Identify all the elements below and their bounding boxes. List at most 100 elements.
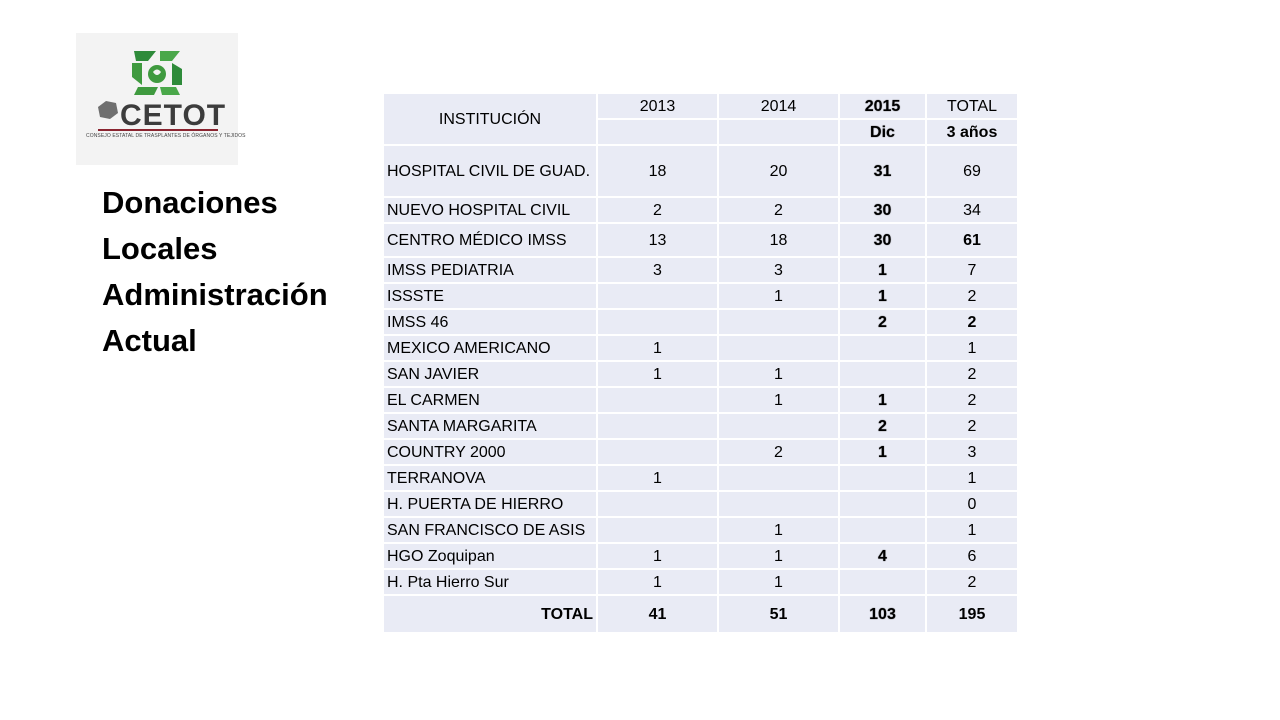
- header-2014: 2014: [717, 92, 840, 120]
- table-row: IMSS 46 2 2: [382, 308, 1019, 336]
- row-2015: [838, 516, 927, 544]
- row-2013: [596, 308, 719, 336]
- row-name: NUEVO HOSPITAL CIVIL: [382, 196, 598, 224]
- row-2015: 4: [838, 542, 927, 570]
- totals-2014: 51: [717, 594, 840, 634]
- totals-row: TOTAL 41 51 103 195: [382, 594, 1019, 634]
- row-2014: 20: [717, 144, 840, 198]
- row-2014: 1: [717, 360, 840, 388]
- row-name: H. Pta Hierro Sur: [382, 568, 598, 596]
- row-2013: [596, 438, 719, 466]
- table-row: HGO Zoquipan 1 1 4 6: [382, 542, 1019, 570]
- table-row: H. PUERTA DE HIERRO 0: [382, 490, 1019, 518]
- row-2015: 1: [838, 386, 927, 414]
- donations-table: INSTITUCIÓN 2013 2014 2015 TOTAL Dic 3 a…: [382, 92, 1019, 634]
- row-2015: [838, 334, 927, 362]
- row-2014: 1: [717, 516, 840, 544]
- row-total: 3: [925, 438, 1019, 466]
- row-name: ISSSTE: [382, 282, 598, 310]
- title-line-4: Actual: [102, 323, 197, 358]
- row-name: CENTRO MÉDICO IMSS: [382, 222, 598, 258]
- row-2014: [717, 334, 840, 362]
- row-2013: 2: [596, 196, 719, 224]
- row-2013: 13: [596, 222, 719, 258]
- totals-2013: 41: [596, 594, 719, 634]
- table-row: SANTA MARGARITA 2 2: [382, 412, 1019, 440]
- row-2015: [838, 464, 927, 492]
- row-2013: [596, 386, 719, 414]
- row-2014: 2: [717, 196, 840, 224]
- row-2013: 1: [596, 464, 719, 492]
- row-total: 0: [925, 490, 1019, 518]
- title-line-2: Locales: [102, 231, 218, 266]
- table-row: H. Pta Hierro Sur 1 1 2: [382, 568, 1019, 596]
- row-total: 1: [925, 516, 1019, 544]
- row-2015: 31: [838, 144, 927, 198]
- header-2015: 2015: [838, 92, 927, 120]
- row-2014: [717, 490, 840, 518]
- row-2013: 1: [596, 568, 719, 596]
- row-2014: [717, 464, 840, 492]
- header-total-sub: 3 años: [925, 118, 1019, 146]
- row-name: MEXICO AMERICANO: [382, 334, 598, 362]
- row-2013: 1: [596, 542, 719, 570]
- row-total: 2: [925, 568, 1019, 596]
- row-2014: 1: [717, 568, 840, 596]
- row-2015: 2: [838, 412, 927, 440]
- table-row: SAN JAVIER 1 1 2: [382, 360, 1019, 388]
- row-2015: 30: [838, 222, 927, 258]
- title-line-3: Administración: [102, 277, 328, 312]
- title-line-1: Donaciones: [102, 185, 278, 220]
- table-row: IMSS PEDIATRIA 3 3 1 7: [382, 256, 1019, 284]
- table-row: SAN FRANCISCO DE ASIS 1 1: [382, 516, 1019, 544]
- table-row: CENTRO MÉDICO IMSS 13 18 30 61: [382, 222, 1019, 258]
- row-2014: 1: [717, 542, 840, 570]
- row-name: HGO Zoquipan: [382, 542, 598, 570]
- row-2013: 3: [596, 256, 719, 284]
- slide-title: Donaciones Locales Administración Actual: [102, 180, 328, 364]
- row-2014: 18: [717, 222, 840, 258]
- row-2014: 2: [717, 438, 840, 466]
- row-total: 1: [925, 334, 1019, 362]
- row-2015: 1: [838, 438, 927, 466]
- row-2015: 2: [838, 308, 927, 336]
- row-name: IMSS 46: [382, 308, 598, 336]
- row-2013: 18: [596, 144, 719, 198]
- totals-2015: 103: [838, 594, 927, 634]
- row-2015: 1: [838, 256, 927, 284]
- row-name: EL CARMEN: [382, 386, 598, 414]
- header-2015-sub: Dic: [838, 118, 927, 146]
- header-institution: INSTITUCIÓN: [382, 92, 598, 146]
- row-total: 34: [925, 196, 1019, 224]
- table-row: TERRANOVA 1 1: [382, 464, 1019, 492]
- row-name: TERRANOVA: [382, 464, 598, 492]
- row-name: SANTA MARGARITA: [382, 412, 598, 440]
- totals-label: TOTAL: [382, 594, 598, 634]
- row-total: 2: [925, 308, 1019, 336]
- table-row: COUNTRY 2000 2 1 3: [382, 438, 1019, 466]
- row-2015: [838, 568, 927, 596]
- row-total: 2: [925, 386, 1019, 414]
- row-total: 61: [925, 222, 1019, 258]
- row-name: SAN FRANCISCO DE ASIS: [382, 516, 598, 544]
- header-2013: 2013: [596, 92, 719, 120]
- row-name: COUNTRY 2000: [382, 438, 598, 466]
- header-row: INSTITUCIÓN 2013 2014 2015 TOTAL: [382, 92, 1019, 146]
- row-2013: [596, 490, 719, 518]
- cetot-logo: CETOT CONSEJO ESTATAL DE TRASPLANTES DE …: [76, 33, 245, 165]
- logo-wordmark: CETOT: [120, 99, 227, 132]
- table-row: MEXICO AMERICANO 1 1: [382, 334, 1019, 362]
- row-total: 69: [925, 144, 1019, 198]
- header-subrow: Dic 3 años: [383, 118, 1019, 146]
- row-2015: 30: [838, 196, 927, 224]
- row-2014: [717, 308, 840, 336]
- row-total: 2: [925, 282, 1019, 310]
- table-row: ISSSTE 1 1 2: [382, 282, 1019, 310]
- row-2015: [838, 490, 927, 518]
- row-name: IMSS PEDIATRIA: [382, 256, 598, 284]
- row-2014: 1: [717, 282, 840, 310]
- row-2015: 1: [838, 282, 927, 310]
- row-total: 2: [925, 412, 1019, 440]
- row-name: HOSPITAL CIVIL DE GUAD.: [382, 144, 598, 198]
- table-row: EL CARMEN 1 1 2: [382, 386, 1019, 414]
